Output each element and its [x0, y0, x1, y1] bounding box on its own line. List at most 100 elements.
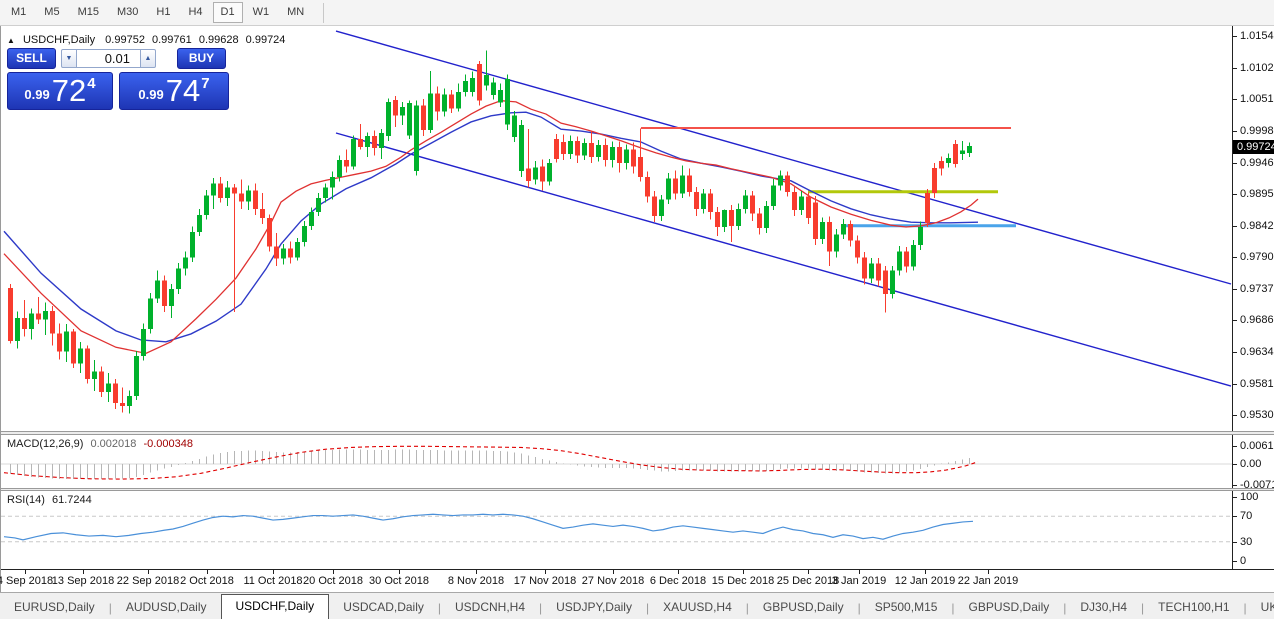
rsi-axis-tick	[1233, 561, 1237, 562]
price-axis-label: 1.01545	[1240, 30, 1274, 42]
close-value: 0.99724	[245, 34, 286, 46]
chart-tab-eurusd-0[interactable]: EURUSD,Daily	[14, 600, 95, 614]
macd-signal-line	[3, 445, 979, 480]
rsi-axis-label: 30	[1240, 535, 1253, 548]
price-axis-label: 1.01020	[1240, 61, 1274, 74]
sell-price-pip: 4	[87, 75, 96, 92]
tab-separator: |	[108, 601, 112, 615]
macd-histogram	[9, 449, 971, 480]
sell-price-display[interactable]: 0.99 72 4	[7, 72, 113, 110]
chart-tab-usdchf-2[interactable]: USDCHF,Daily	[220, 594, 330, 619]
chart-tab-tech100-11[interactable]: TECH100,H1	[1158, 600, 1230, 614]
chart-tab-ukoil-12[interactable]: UKOil,H1	[1260, 600, 1274, 614]
macd-axis-label: 0.00	[1240, 458, 1262, 470]
price-axis-tick	[1233, 289, 1237, 291]
buy-price-pip: 7	[201, 75, 210, 92]
channel-upper[interactable]	[335, 30, 1232, 285]
date-axis-tick	[207, 570, 208, 574]
date-axis-tick	[743, 570, 744, 574]
chart-tab-xauusd-6[interactable]: XAUUSD,H4	[663, 600, 732, 614]
high-value: 0.99761	[152, 34, 192, 46]
chart-tab-audusd-1[interactable]: AUDUSD,Daily	[125, 600, 207, 614]
panel-splitter[interactable]	[1, 431, 1274, 435]
rsi-axis-tick	[1233, 497, 1237, 498]
tab-separator: |	[1063, 601, 1067, 615]
rsi-panel: RSI(14) 61.7244 100 70 30 0	[1, 491, 1274, 569]
price-axis-tick	[1233, 98, 1237, 100]
macd-axis-tick	[1233, 464, 1237, 465]
chart-tab-gbpusd-9[interactable]: GBPUSD,Daily	[968, 600, 1050, 614]
date-axis-tick	[476, 570, 477, 574]
date-axis-tick	[988, 570, 989, 574]
tab-separator: |	[1141, 601, 1145, 615]
macd-axis-tick	[1233, 446, 1237, 448]
collapse-trade-panel-icon[interactable]: ▲	[7, 36, 15, 45]
chart-tab-usdcnh-4[interactable]: USDCNH,H4	[455, 600, 526, 614]
chart-tab-gbpusd-7[interactable]: GBPUSD,Daily	[762, 600, 844, 614]
tab-separator: |	[951, 601, 955, 615]
date-axis: 4 Sep 2018 13 Sep 2018 22 Sep 2018 2 Oct 20…	[0, 569, 1274, 593]
low-value: 0.99628	[198, 34, 239, 46]
date-axis-label: 20 Oct 2018	[303, 575, 363, 587]
volume-decrease-button[interactable]: ▼	[61, 48, 77, 68]
chart-tab-usdcad-3[interactable]: USDCAD,Daily	[343, 600, 424, 614]
rsi-chart-canvas[interactable]	[1, 491, 1232, 569]
timeframe-button-h4[interactable]: H4	[188, 6, 203, 18]
tab-separator: |	[1243, 601, 1247, 615]
timeframe-button-d1[interactable]: D1	[212, 2, 243, 23]
date-axis-label: 30 Oct 2018	[369, 575, 429, 587]
buy-price-display[interactable]: 0.99 74 7	[119, 72, 229, 110]
date-axis-label: 11 Oct 2018	[243, 575, 303, 587]
timeframe-button-m15[interactable]: M15	[77, 6, 99, 18]
price-axis-label: 0.95305	[1240, 409, 1274, 421]
sell-button[interactable]: SELL	[7, 47, 56, 69]
rsi-line	[3, 513, 974, 541]
chart-tab-sp500-8[interactable]: SP500,M15	[874, 600, 938, 614]
timeframe-button-m1[interactable]: M1	[11, 6, 27, 18]
timeframe-toolbar: M1 M5 M15 M30 H1 H4 D1 W1 MN	[0, 0, 1274, 26]
date-axis-tick	[545, 570, 546, 574]
price-axis-tick	[1233, 67, 1237, 69]
rsi-axis: 100 70 30 0	[1232, 491, 1274, 569]
panel-splitter[interactable]	[1, 488, 1274, 491]
date-axis-label: 6 Dec 2018	[649, 575, 707, 587]
price-axis-tick	[1233, 320, 1237, 322]
price-axis-tick	[1233, 384, 1237, 386]
date-axis-label: 25 Dec 2018	[776, 575, 840, 587]
date-axis-tick	[333, 570, 334, 574]
chart-tab-dj30-10[interactable]: DJ30,H4	[1080, 600, 1128, 614]
macd-axis-tick	[1233, 484, 1237, 486]
date-axis-label: 2 Oct 2018	[180, 575, 234, 587]
buy-button[interactable]: BUY	[177, 47, 226, 69]
date-axis-tick	[613, 570, 614, 574]
current-price-tag: 0.99724	[1233, 139, 1274, 154]
macd-chart-canvas[interactable]	[1, 435, 1232, 488]
chart-tab-usdjpy-5[interactable]: USDJPY,Daily	[556, 600, 632, 614]
candles	[8, 50, 972, 414]
price-axis-tick	[1233, 162, 1237, 164]
macd-axis-label: -0.007142	[1240, 478, 1274, 491]
volume-increase-button[interactable]: ▲	[140, 48, 156, 68]
timeframe-button-w1[interactable]: W1	[252, 6, 270, 18]
sell-price-big: 72	[51, 73, 87, 108]
timeframe-button-mn[interactable]: MN	[287, 6, 305, 18]
timeframe-button-m5[interactable]: M5	[44, 6, 60, 18]
tab-separator: |	[745, 601, 749, 615]
date-axis-tick	[859, 570, 860, 574]
price-axis-tick	[1233, 415, 1237, 416]
rsi-label: RSI(14) 61.7244	[7, 494, 92, 506]
channel-lower[interactable]	[335, 132, 1232, 387]
date-axis-tick	[399, 570, 400, 574]
timeframe-button-h1[interactable]: H1	[156, 6, 171, 18]
volume-input[interactable]	[77, 48, 140, 68]
date-axis-tick	[148, 570, 149, 574]
timeframe-button-m30[interactable]: M30	[116, 6, 139, 18]
toolbar-separator	[323, 2, 325, 23]
price-chart-canvas[interactable]	[1, 26, 1232, 431]
date-axis-label: 22 Sep 2018	[116, 575, 180, 587]
